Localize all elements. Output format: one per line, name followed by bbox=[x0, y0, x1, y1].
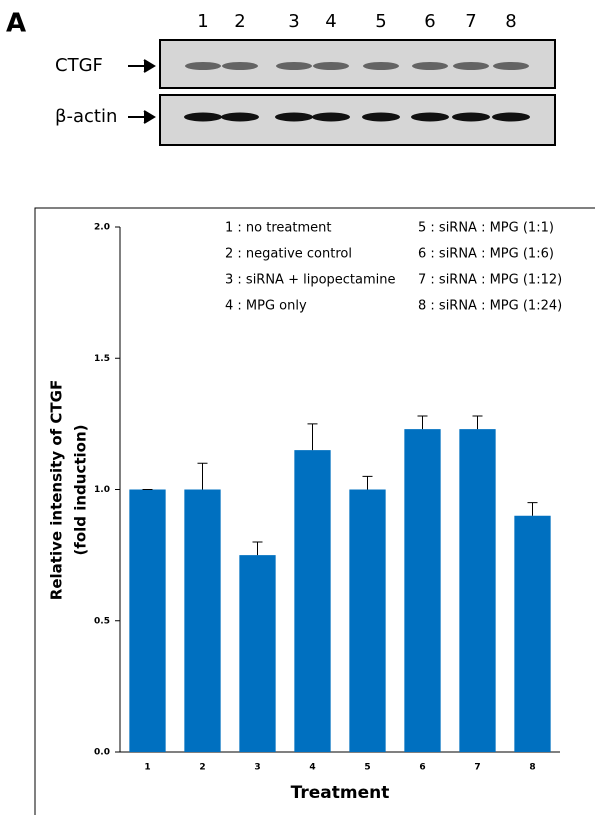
arrow bbox=[128, 60, 154, 72]
x-tick-label: 7 bbox=[474, 763, 480, 773]
blot-strip bbox=[160, 95, 555, 145]
band bbox=[363, 62, 399, 70]
band bbox=[452, 113, 490, 122]
band bbox=[493, 62, 529, 70]
x-tick-label: 5 bbox=[364, 763, 370, 773]
legend-note: 1 : no treatment bbox=[225, 221, 331, 236]
bar bbox=[514, 516, 550, 752]
bar bbox=[129, 490, 165, 753]
error-bar bbox=[528, 503, 538, 516]
blot-row-label: β-actin bbox=[55, 106, 117, 127]
error-bar bbox=[198, 463, 208, 489]
band bbox=[185, 62, 221, 70]
error-bar bbox=[363, 476, 373, 489]
lane-label: 3 bbox=[288, 11, 299, 32]
band bbox=[312, 113, 350, 122]
legend-note: 3 : siRNA + lipopectamine bbox=[225, 273, 396, 288]
lane-label: 6 bbox=[424, 11, 435, 32]
x-tick-label: 3 bbox=[254, 763, 260, 773]
band bbox=[362, 113, 400, 122]
blot-row-label: CTGF bbox=[55, 55, 103, 76]
y-tick-label: 1.0 bbox=[94, 485, 110, 495]
error-bar bbox=[253, 542, 263, 555]
band bbox=[221, 113, 259, 122]
chart: 0.0 0.5 1.0 1.5 2.0 1 2 3 4 5 6 7 8 Treatment Relative… bbox=[48, 221, 563, 804]
bar bbox=[239, 555, 275, 752]
band bbox=[275, 113, 313, 122]
legend-note: 4 : MPG only bbox=[225, 299, 307, 314]
band bbox=[453, 62, 489, 70]
bar bbox=[184, 490, 220, 753]
band bbox=[184, 113, 222, 122]
x-tick-label: 1 bbox=[144, 763, 150, 773]
bar bbox=[294, 450, 330, 752]
legend-note: 7 : siRNA : MPG (1:12) bbox=[418, 273, 562, 288]
error-bar bbox=[418, 416, 428, 429]
x-tick-label: 2 bbox=[199, 763, 205, 773]
x-tick-label: 4 bbox=[309, 763, 315, 773]
y-tick-label: 0.5 bbox=[94, 616, 110, 626]
band bbox=[492, 113, 530, 122]
lane-label: 1 bbox=[197, 11, 208, 32]
legend-note: 2 : negative control bbox=[225, 247, 352, 262]
lane-label: 2 bbox=[234, 11, 245, 32]
lane-label: 5 bbox=[375, 11, 386, 32]
error-bar bbox=[308, 424, 318, 450]
bar bbox=[349, 490, 385, 753]
y-tick-label: 0.0 bbox=[94, 748, 110, 758]
y-tick-label: 1.5 bbox=[94, 354, 110, 364]
figure: A CTGF β-actin 1 2 3 4 5 6 7 8 0.0 0.5 1.0 1.5 2.0 1… bbox=[0, 0, 595, 815]
legend-note: 6 : siRNA : MPG (1:6) bbox=[418, 247, 554, 262]
band bbox=[412, 62, 448, 70]
lane-label: 4 bbox=[325, 11, 336, 32]
band bbox=[276, 62, 312, 70]
band bbox=[411, 113, 449, 122]
error-bar bbox=[473, 416, 483, 429]
arrow bbox=[128, 111, 154, 123]
y-axis-title: (fold induction) bbox=[72, 424, 90, 555]
x-tick-label: 8 bbox=[529, 763, 535, 773]
band bbox=[313, 62, 349, 70]
x-tick-label: 6 bbox=[419, 763, 425, 773]
y-axis-title: Relative intensity of CTGF bbox=[48, 380, 66, 600]
x-axis-title: Treatment bbox=[291, 783, 390, 803]
bar bbox=[404, 429, 440, 752]
band bbox=[222, 62, 258, 70]
bar bbox=[459, 429, 495, 752]
panel-label: A bbox=[6, 9, 26, 39]
lane-label: 8 bbox=[505, 11, 516, 32]
legend-note: 5 : siRNA : MPG (1:1) bbox=[418, 221, 554, 236]
y-tick-label: 2.0 bbox=[94, 223, 110, 233]
lane-label: 7 bbox=[465, 11, 476, 32]
legend-note: 8 : siRNA : MPG (1:24) bbox=[418, 299, 562, 314]
